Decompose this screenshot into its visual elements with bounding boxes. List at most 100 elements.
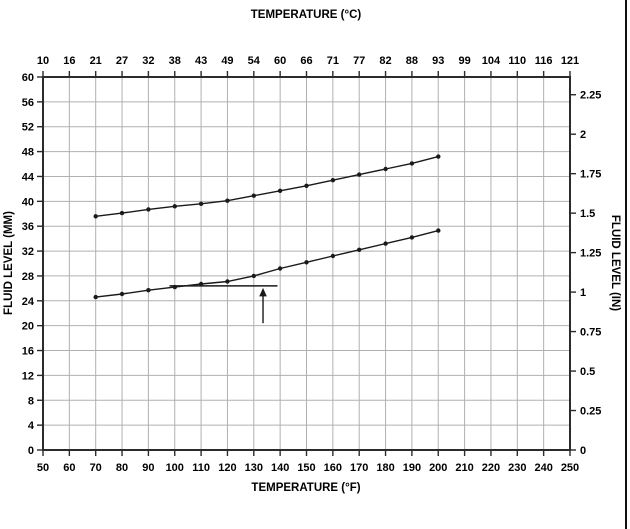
mm-tick-label: 60 <box>22 72 34 84</box>
data-series <box>93 154 441 300</box>
celsius-tick-label: 60 <box>274 55 286 67</box>
inch-tick-label: 1.75 <box>580 169 601 181</box>
mm-tick-label: 40 <box>22 196 34 208</box>
lower-fluid-level-line-path <box>95 229 439 298</box>
fahrenheit-tick-label: 110 <box>192 462 210 474</box>
data-point-marker <box>225 279 230 284</box>
fahrenheit-tick-label: 250 <box>561 462 579 474</box>
inch-tick-label: 0.25 <box>580 406 601 418</box>
data-point-marker <box>330 253 336 259</box>
data-point-marker <box>277 188 283 193</box>
vertical-gridlines <box>68 77 545 450</box>
lower-fluid-level-line <box>93 228 441 300</box>
celsius-tick-label: 99 <box>458 55 470 67</box>
data-point-marker <box>304 260 309 265</box>
celsius-tick-label: 71 <box>327 55 339 67</box>
data-point-marker <box>225 198 230 203</box>
mm-tick-label: 48 <box>22 147 34 159</box>
inch-tick-label: 1.25 <box>580 248 601 260</box>
celsius-tick-label: 16 <box>63 55 75 67</box>
fahrenheit-tick-label: 150 <box>297 462 315 474</box>
data-point-marker <box>409 161 415 166</box>
data-point-marker <box>277 266 283 271</box>
data-point-marker <box>251 273 256 279</box>
celsius-tick-label: 38 <box>169 55 181 67</box>
inch-tick-label: 0.75 <box>580 327 601 339</box>
fluid-level-annotation <box>169 285 278 324</box>
upper-fluid-level-line-path <box>95 155 439 217</box>
fahrenheit-tick-label: 90 <box>142 462 154 474</box>
right-axis-title: FLUID LEVEL (IN) <box>609 215 621 311</box>
left-axis-title: FLUID LEVEL (MM) <box>3 211 15 315</box>
data-point-marker <box>383 166 388 172</box>
horizontal-gridlines <box>43 101 570 426</box>
mm-tick-label: 24 <box>22 296 35 308</box>
data-point-marker <box>172 204 177 209</box>
mm-tick-label: 52 <box>22 122 34 134</box>
fahrenheit-tick-label: 170 <box>350 462 368 474</box>
celsius-tick-label: 104 <box>482 55 501 67</box>
celsius-tick-label: 121 <box>561 55 579 67</box>
celsius-tick-label: 77 <box>353 55 365 67</box>
fahrenheit-tick-label: 230 <box>508 462 526 474</box>
fahrenheit-tick-label: 210 <box>455 462 473 474</box>
data-point-marker <box>198 281 204 287</box>
fahrenheit-tick-label: 140 <box>271 462 289 474</box>
data-point-marker <box>119 291 125 297</box>
data-point-marker <box>330 178 336 183</box>
top-axis-title: TEMPERATURE (°C) <box>251 9 362 21</box>
plot-border <box>42 76 571 451</box>
mm-tick-label: 28 <box>22 271 34 283</box>
celsius-tick-label: 66 <box>300 55 312 67</box>
celsius-tick-label: 82 <box>379 55 391 67</box>
inch-tick-label: 2 <box>580 129 586 141</box>
mm-tick-label: 32 <box>22 246 34 258</box>
up-arrow-icon <box>259 287 267 297</box>
data-point-marker <box>93 214 98 219</box>
data-point-marker <box>357 172 362 177</box>
inch-tick-label: 2.25 <box>580 90 601 102</box>
data-point-marker <box>146 288 151 293</box>
fahrenheit-tick-label: 190 <box>403 462 421 474</box>
data-point-marker <box>119 210 125 216</box>
mm-tick-label: 20 <box>22 321 34 333</box>
data-point-marker <box>383 241 388 246</box>
mm-tick-label: 4 <box>28 420 35 432</box>
fahrenheit-tick-label: 160 <box>324 462 342 474</box>
inch-tick-label: 1.5 <box>580 208 595 220</box>
celsius-tick-label: 27 <box>116 55 128 67</box>
data-point-marker <box>436 228 441 233</box>
fahrenheit-tick-label: 70 <box>90 462 102 474</box>
upper-fluid-level-line <box>93 154 441 219</box>
page-edge-line <box>625 0 627 529</box>
celsius-tick-label: 110 <box>508 55 526 67</box>
inch-tick-label: 1 <box>580 287 586 299</box>
data-point-marker <box>409 235 415 240</box>
fahrenheit-tick-label: 80 <box>116 462 128 474</box>
mm-tick-label: 16 <box>22 346 34 358</box>
data-point-marker <box>93 294 98 300</box>
fahrenheit-tick-label: 130 <box>245 462 263 474</box>
celsius-tick-label: 49 <box>221 55 233 67</box>
celsius-tick-label: 54 <box>248 55 261 67</box>
celsius-tick-label: 93 <box>432 55 444 67</box>
fahrenheit-tick-label: 220 <box>482 462 500 474</box>
data-point-marker <box>357 247 362 252</box>
fahrenheit-tick-label: 50 <box>37 462 49 474</box>
fahrenheit-tick-label: 60 <box>63 462 75 474</box>
fahrenheit-tick-label: 240 <box>534 462 552 474</box>
plot-area-border <box>42 76 571 451</box>
celsius-tick-label: 88 <box>406 55 418 67</box>
fahrenheit-tick-label: 200 <box>429 462 447 474</box>
celsius-tick-label: 10 <box>37 55 49 67</box>
mm-tick-label: 0 <box>28 445 34 457</box>
mm-tick-label: 8 <box>28 395 34 407</box>
bottom-axis-title: TEMPERATURE (°F) <box>251 482 360 494</box>
data-point-marker <box>436 154 441 159</box>
inch-tick-label: 0.5 <box>580 366 595 378</box>
mm-tick-label: 44 <box>22 171 35 183</box>
data-point-marker <box>251 193 256 198</box>
fahrenheit-tick-label: 180 <box>376 462 394 474</box>
